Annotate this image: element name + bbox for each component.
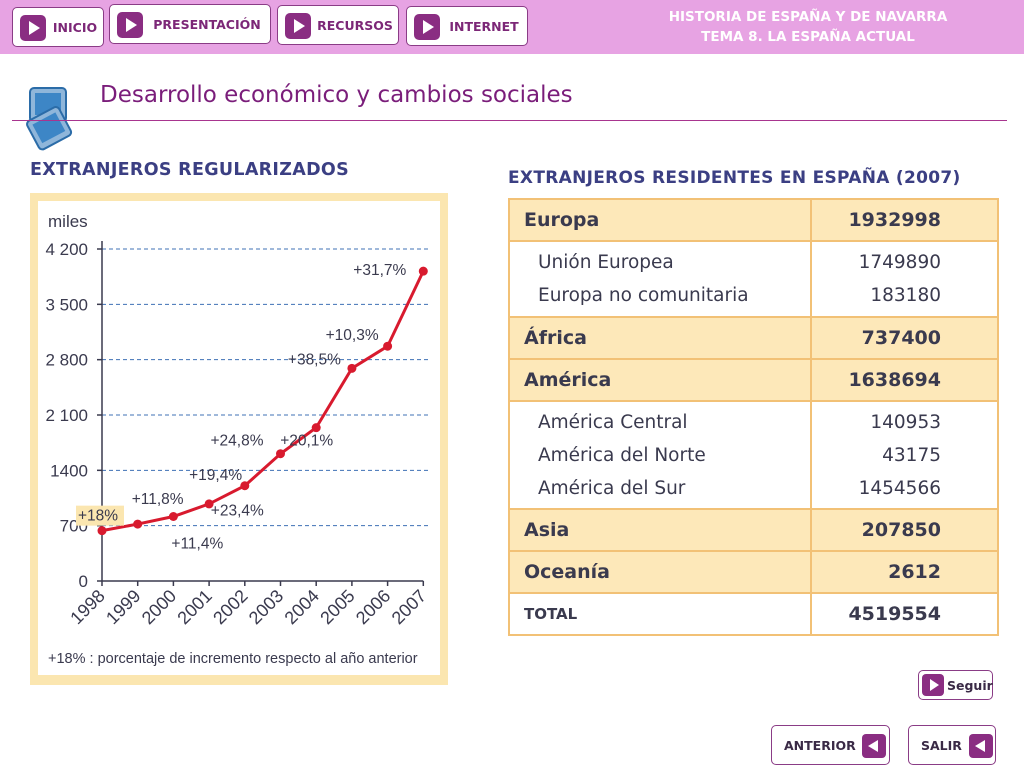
region-value: 1638694 — [810, 358, 999, 402]
slide-title: Desarrollo económico y cambios sociales — [100, 82, 573, 108]
nav-button-label: INTERNET — [449, 19, 519, 34]
region-name: África — [508, 316, 812, 360]
subregion-names: Unión Europea Europa no comunitaria — [508, 240, 812, 318]
total-value: 4519554 — [810, 592, 999, 636]
slides-icon — [26, 87, 73, 151]
nav-button-internet[interactable]: INTERNET — [406, 6, 528, 46]
y-tick-label: 3 500 — [45, 295, 88, 314]
region-name: América — [508, 358, 812, 402]
table-row-europa: Europa 1932998 — [508, 198, 999, 242]
region-value: 2612 — [810, 550, 999, 594]
back-arrow-icon — [862, 734, 886, 758]
data-point — [418, 266, 428, 276]
y-tick-label: 1400 — [50, 461, 88, 480]
nav-button-recursos[interactable]: RECURSOS — [277, 5, 399, 45]
nav-button-label: RECURSOS — [317, 18, 393, 33]
nav-button-label: INICIO — [52, 20, 98, 35]
percent-change-label: +18% — [78, 508, 118, 525]
percent-change-label: +20,1% — [280, 433, 333, 450]
chart-title: EXTRANJEROS REGULARIZADOS — [30, 160, 349, 180]
course-title-line2: TEMA 8. LA ESPAÑA ACTUAL — [701, 29, 915, 45]
anterior-label: ANTERIOR — [784, 738, 856, 753]
data-point — [168, 511, 178, 521]
percent-change-label: +11,4% — [171, 535, 223, 552]
percent-change-label: +38,5% — [288, 351, 341, 368]
table-row-oceania: Oceanía 2612 — [508, 550, 999, 594]
subregion-name: América del Norte — [538, 444, 706, 466]
nav-button-inicio[interactable]: INICIO — [12, 7, 104, 47]
play-arrow-icon — [285, 13, 311, 39]
data-point — [97, 526, 107, 536]
y-tick-label: 2 800 — [45, 351, 88, 370]
title-divider — [12, 120, 1007, 121]
nav-button-presentacion[interactable]: PRESENTACIÓN — [109, 4, 271, 44]
seguir-label: Seguir — [947, 678, 993, 693]
subregion-values: 140953 43175 1454566 — [810, 400, 999, 510]
subregion-name: Unión Europea — [538, 252, 674, 273]
data-point — [204, 499, 214, 509]
total-label: TOTAL — [508, 592, 812, 636]
subregion-name: América del Sur — [538, 477, 686, 499]
data-point — [383, 341, 393, 351]
anterior-button[interactable]: ANTERIOR — [771, 725, 890, 765]
percent-change-label: +24,8% — [211, 433, 264, 450]
percent-change-label: +10,3% — [326, 327, 379, 344]
subregion-name: América Central — [538, 411, 688, 433]
annotation-background — [76, 505, 124, 526]
top-nav-bar: INICIO PRESENTACIÓN RECURSOS INTERNET HI… — [0, 0, 1024, 54]
table-row-total: TOTAL 4519554 — [508, 592, 999, 636]
region-value: 207850 — [810, 508, 999, 552]
table-row-africa: África 737400 — [508, 316, 999, 360]
course-title: HISTORIA DE ESPAÑA Y DE NAVARRA TEMA 8. … — [628, 7, 988, 47]
data-point — [240, 481, 250, 491]
table-row-america: América 1638694 — [508, 358, 999, 402]
data-point — [347, 363, 357, 373]
seguir-button[interactable]: Seguir — [918, 670, 993, 700]
region-value: 1932998 — [810, 198, 999, 242]
table-row-europa-detail: Unión Europea Europa no comunitaria 1749… — [508, 240, 999, 318]
y-tick-label: 4 200 — [45, 240, 88, 259]
nav-button-label: PRESENTACIÓN — [153, 17, 261, 32]
data-point — [311, 423, 321, 433]
subregion-names: América Central América del Norte Améric… — [508, 400, 812, 510]
course-title-line1: HISTORIA DE ESPAÑA Y DE NAVARRA — [668, 9, 948, 25]
subregion-value: 43175 — [882, 444, 941, 466]
percent-change-label: +11,8% — [132, 491, 184, 508]
percent-change-label: +23,4% — [211, 503, 264, 520]
subregion-name: Europa no comunitaria — [538, 285, 749, 306]
subregion-value: 1749890 — [858, 252, 941, 273]
play-arrow-icon — [20, 15, 46, 41]
region-name: Asia — [508, 508, 812, 552]
salir-button[interactable]: SALIR — [908, 725, 996, 765]
region-name: Europa — [508, 198, 812, 242]
subregion-values: 1749890 183180 — [810, 240, 999, 318]
series-line — [101, 270, 425, 533]
percent-change-label: +19,4% — [189, 467, 242, 484]
subregion-value: 1454566 — [858, 477, 941, 499]
y-axis-label: miles — [48, 212, 88, 231]
plot-background — [38, 201, 440, 675]
y-tick-label: 0 — [79, 572, 88, 591]
data-point — [276, 449, 285, 459]
subregion-value: 140953 — [870, 411, 941, 433]
back-arrow-icon — [969, 734, 993, 758]
residents-table: Europa 1932998 Unión Europea Europa no c… — [508, 198, 999, 636]
play-arrow-icon — [922, 674, 944, 696]
table-title: EXTRANJEROS RESIDENTES EN ESPAÑA (2007) — [508, 168, 961, 188]
subregion-value: 183180 — [870, 285, 941, 306]
chart-footnote: +18% : porcentaje de incremento respecto… — [48, 651, 418, 667]
data-point — [133, 519, 143, 529]
table-row-america-detail: América Central América del Norte Améric… — [508, 400, 999, 510]
region-value: 737400 — [810, 316, 999, 360]
play-arrow-icon — [414, 14, 440, 40]
percent-change-label: +31,7% — [353, 262, 406, 279]
salir-label: SALIR — [921, 738, 962, 753]
y-tick-label: 2 100 — [45, 406, 88, 425]
table-row-asia: Asia 207850 — [508, 508, 999, 552]
play-arrow-icon — [117, 12, 143, 38]
region-name: Oceanía — [508, 550, 812, 594]
